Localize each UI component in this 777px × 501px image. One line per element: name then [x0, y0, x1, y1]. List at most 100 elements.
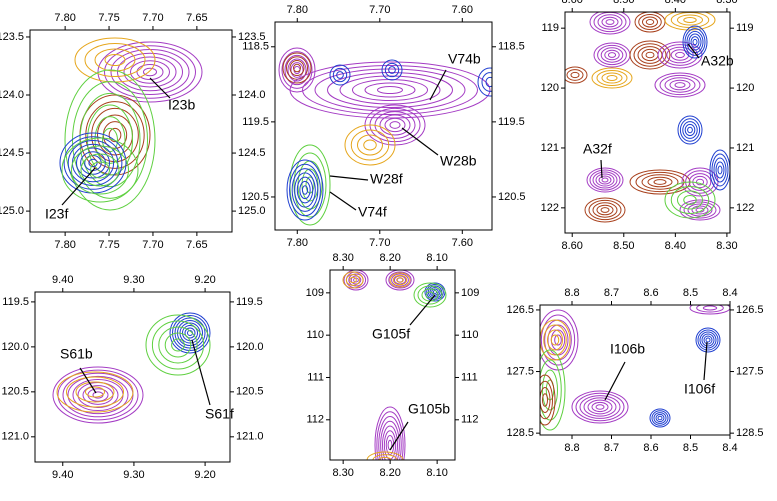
contour — [709, 149, 730, 191]
contour — [343, 270, 369, 291]
contour — [688, 33, 702, 51]
x-tick-label: 8.10 — [426, 252, 447, 264]
contour — [596, 204, 614, 216]
contour — [117, 52, 183, 92]
contour — [286, 159, 324, 221]
panel: 7.80 7.80 7.70 7.70 7.60 7.60 118.5 118.5 119.5 1… — [241, 4, 525, 249]
leader-line — [329, 191, 357, 211]
contour — [391, 273, 409, 287]
x-tick-label: 7.75 — [98, 239, 119, 251]
contours — [565, 12, 730, 223]
x-tick-label: 8.40 — [665, 0, 686, 6]
contour — [682, 25, 708, 59]
peak-label: I106b — [610, 341, 645, 357]
x-tick-label: 8.60 — [562, 240, 583, 252]
contour — [601, 177, 609, 183]
contour — [587, 399, 613, 415]
leader-line — [61, 167, 96, 206]
panel-frame — [539, 304, 731, 436]
y-tick-label: 119 — [541, 22, 559, 34]
x-tick-label: 7.60 — [452, 4, 473, 16]
contour — [123, 56, 177, 88]
y-tick-label: 126.5 — [736, 304, 764, 316]
contour — [296, 176, 314, 204]
contours — [52, 312, 211, 424]
y-tick-label: 119 — [736, 22, 754, 34]
contour — [684, 28, 706, 56]
peak-label: I23b — [168, 97, 195, 113]
contour — [550, 334, 560, 346]
contour — [681, 167, 719, 197]
contour — [601, 72, 623, 84]
y-tick-label: 119.5 — [2, 296, 29, 308]
contour — [294, 172, 316, 208]
peak-label: G105f — [372, 326, 410, 342]
leader-line — [191, 339, 211, 406]
x-tick-label: 7.70 — [142, 239, 163, 251]
y-tick-label: 118.5 — [242, 41, 269, 53]
contour — [289, 60, 305, 76]
x-tick-label: 8.6 — [643, 287, 658, 299]
contour — [282, 52, 312, 84]
contours — [540, 305, 730, 431]
contour — [350, 129, 390, 161]
contour — [565, 66, 588, 84]
contour — [184, 327, 196, 339]
panel: 8.60 8.60 8.50 8.50 8.40 8.40 8.30 8.30 119 119 12… — [541, 0, 755, 252]
contour — [683, 201, 717, 219]
x-tick-label: 8.30 — [716, 0, 737, 6]
contour — [52, 366, 144, 424]
contour — [542, 393, 548, 407]
contour — [596, 70, 628, 86]
contour — [301, 185, 309, 195]
contour — [607, 52, 617, 58]
contour — [679, 118, 701, 142]
contour — [382, 425, 398, 460]
contour — [130, 60, 170, 84]
contour — [687, 126, 693, 134]
x-tick-label: 9.20 — [194, 469, 215, 481]
panel: 9.40 9.40 9.30 9.30 9.20 9.20 119.5 119.5 120.0 1… — [1, 274, 263, 481]
contour — [697, 329, 719, 351]
y-tick-label: 125.0 — [238, 205, 266, 217]
contour — [481, 72, 492, 92]
contour — [604, 49, 620, 61]
contour — [364, 82, 416, 98]
contour — [595, 173, 615, 187]
contour — [278, 47, 316, 93]
contour — [108, 127, 122, 143]
peak-label: W28b — [440, 153, 477, 169]
contour — [674, 82, 686, 88]
contour — [477, 67, 492, 97]
contour — [88, 158, 98, 168]
y-tick-label: 121 — [736, 142, 754, 154]
leader-line — [389, 421, 409, 451]
x-tick-label: 8.4 — [722, 287, 737, 299]
leader-line — [604, 361, 626, 401]
contour — [696, 305, 724, 313]
contour — [67, 375, 129, 415]
contour — [349, 276, 357, 284]
contour — [699, 331, 717, 349]
contour — [94, 48, 136, 72]
panel-frame — [329, 269, 456, 461]
x-tick-label: 7.65 — [186, 239, 207, 251]
contour — [683, 17, 697, 23]
contour — [85, 386, 105, 398]
y-tick-label: 124.5 — [0, 147, 24, 159]
contour — [94, 116, 126, 164]
x-tick-label: 8.10 — [426, 467, 447, 479]
contour — [67, 140, 119, 186]
contour — [677, 14, 703, 26]
contour — [378, 416, 402, 460]
x-tick-label: 8.20 — [379, 467, 400, 479]
contour — [289, 61, 491, 119]
contour — [392, 274, 408, 286]
y-tick-label: 121 — [541, 142, 559, 154]
contour — [702, 305, 718, 311]
contour — [366, 451, 404, 460]
y-tick-label: 119.5 — [236, 296, 263, 308]
x-tick-label: 9.40 — [52, 469, 73, 481]
contour — [689, 305, 730, 315]
panel: 8.30 8.30 8.20 8.20 8.10 8.10 109 109 110 110 111 1… — [306, 252, 480, 479]
